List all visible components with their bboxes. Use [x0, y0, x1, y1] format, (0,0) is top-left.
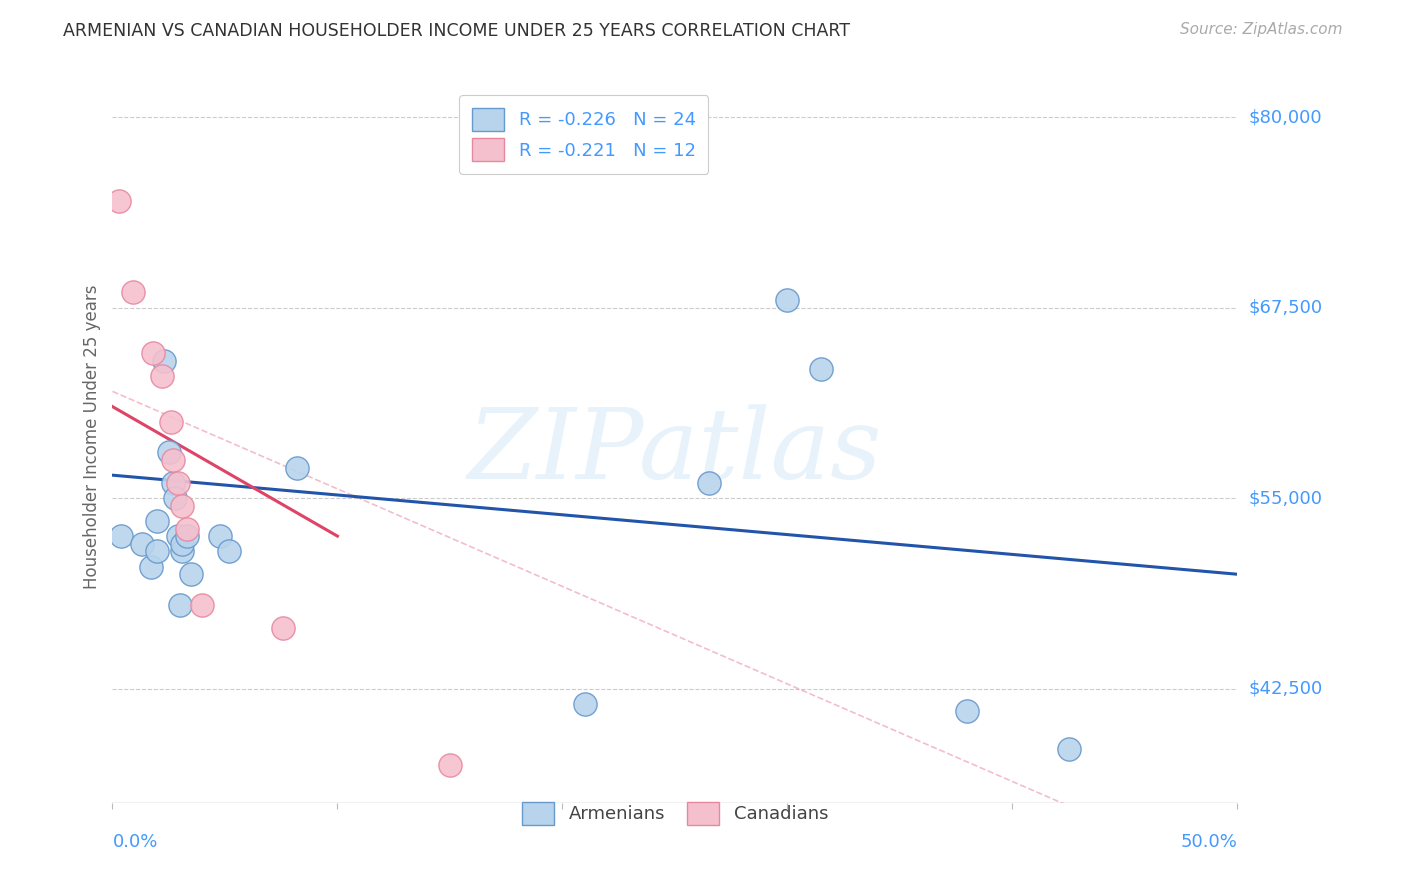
Point: [108, 194, 131, 208]
Point: [209, 529, 232, 543]
Text: $67,500: $67,500: [1249, 299, 1323, 317]
Text: $42,500: $42,500: [1249, 680, 1323, 698]
Point: [574, 697, 596, 711]
Point: [146, 544, 169, 558]
Point: [176, 529, 198, 543]
Text: ZIPatlas: ZIPatlas: [468, 404, 882, 500]
Point: [160, 415, 183, 429]
Point: [180, 567, 202, 582]
Point: [142, 346, 165, 360]
Point: [146, 514, 169, 528]
Text: 50.0%: 50.0%: [1181, 833, 1237, 851]
Point: [153, 354, 176, 368]
Point: [439, 757, 461, 772]
Point: [1057, 742, 1080, 756]
Point: [162, 453, 184, 467]
Point: [166, 475, 188, 490]
Point: [162, 475, 184, 490]
Point: [121, 285, 143, 300]
Point: [150, 369, 173, 384]
Point: [166, 529, 188, 543]
Y-axis label: Householder Income Under 25 years: Householder Income Under 25 years: [83, 285, 101, 590]
Point: [172, 537, 194, 551]
Point: [172, 544, 194, 558]
Point: [810, 361, 832, 376]
Point: [191, 598, 214, 612]
Point: [218, 544, 240, 558]
Text: ARMENIAN VS CANADIAN HOUSEHOLDER INCOME UNDER 25 YEARS CORRELATION CHART: ARMENIAN VS CANADIAN HOUSEHOLDER INCOME …: [63, 22, 851, 40]
Point: [157, 445, 180, 459]
Point: [165, 491, 187, 505]
Point: [176, 521, 198, 535]
Point: [697, 475, 720, 490]
Point: [169, 598, 191, 612]
Point: [273, 621, 295, 635]
Point: [956, 704, 979, 718]
Text: Source: ZipAtlas.com: Source: ZipAtlas.com: [1180, 22, 1343, 37]
Point: [776, 293, 799, 307]
Point: [285, 460, 308, 475]
Point: [110, 529, 132, 543]
Text: $55,000: $55,000: [1249, 489, 1323, 507]
Point: [172, 499, 194, 513]
Legend: Armenians, Canadians: Armenians, Canadians: [509, 789, 841, 838]
Point: [139, 559, 162, 574]
Point: [131, 537, 153, 551]
Text: 0.0%: 0.0%: [112, 833, 157, 851]
Text: $80,000: $80,000: [1249, 108, 1322, 126]
